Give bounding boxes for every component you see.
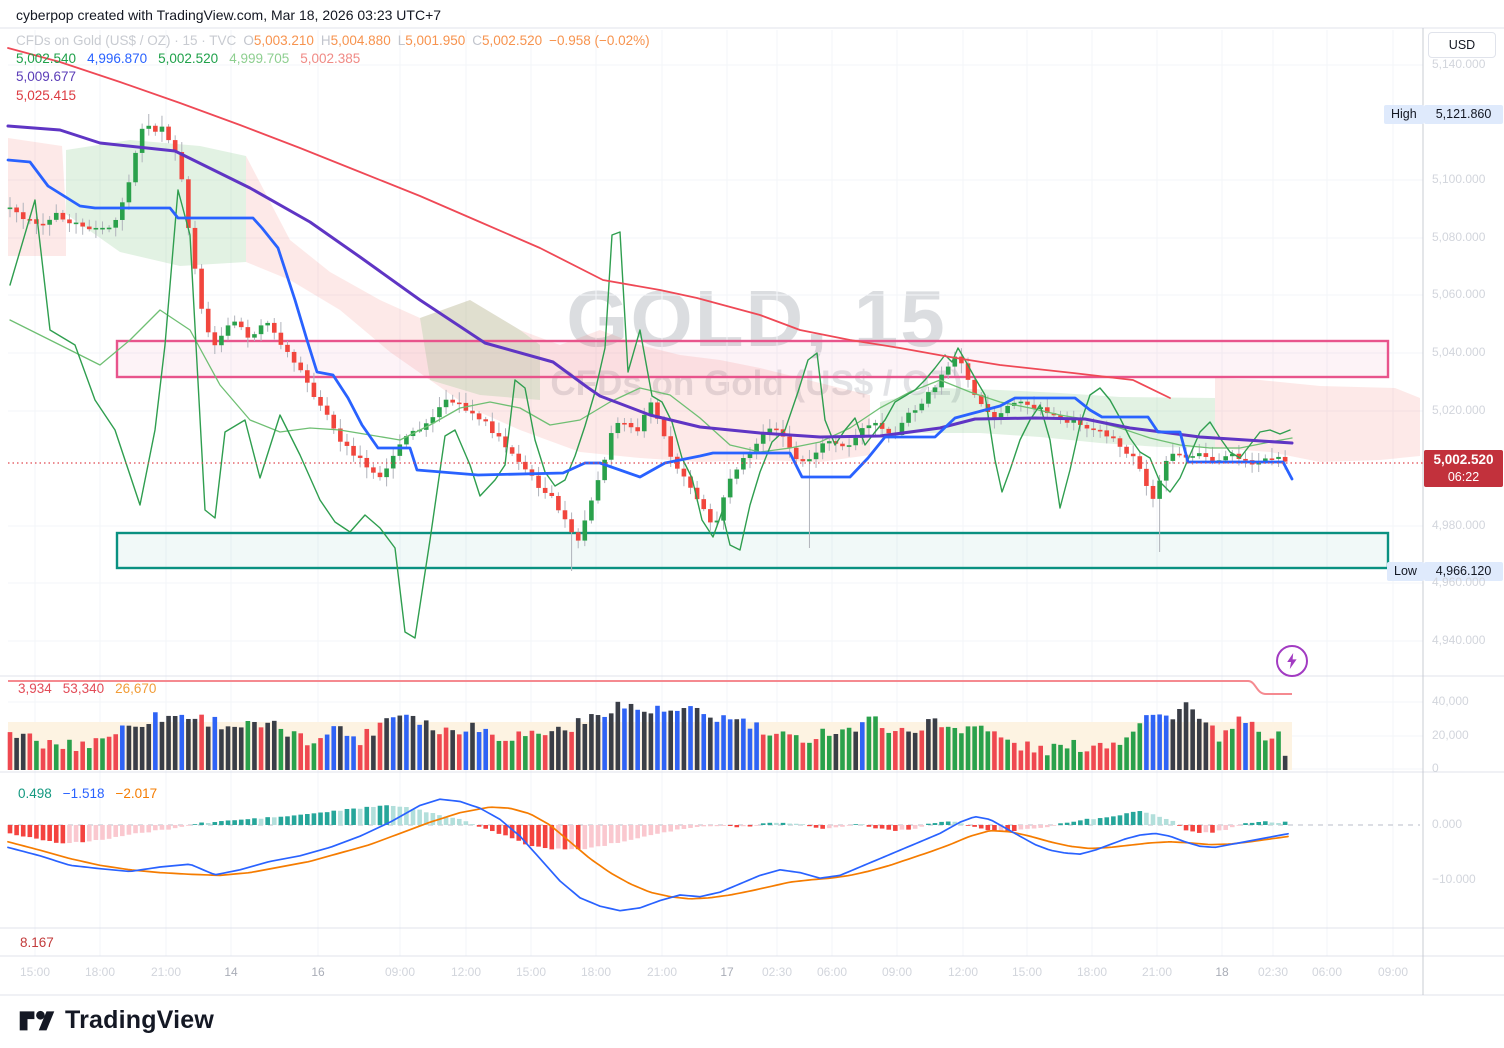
time-tick-label: 09:00 bbox=[881, 965, 913, 979]
volume-tick-label: 0 bbox=[1432, 761, 1439, 775]
attribution-text: cyberpop created with TradingView.com, M… bbox=[16, 7, 442, 23]
time-tick-label: 12:00 bbox=[947, 965, 979, 979]
currency-button[interactable]: USD bbox=[1428, 32, 1496, 58]
price-tick-label: 5,100.000 bbox=[1432, 172, 1486, 186]
high-label: H bbox=[320, 33, 331, 48]
ma-value: 4,996.870 bbox=[87, 51, 148, 66]
high-price-label: 5,121.860 bbox=[1424, 105, 1503, 124]
bar-countdown: 06:22 bbox=[1447, 470, 1480, 484]
time-tick-label: 21:00 bbox=[646, 965, 678, 979]
last-price-label: 5,002.520 06:22 bbox=[1424, 450, 1503, 487]
last-price-value: 5,002.520 bbox=[1433, 452, 1494, 467]
time-tick-label: 18 bbox=[1215, 965, 1229, 979]
high-value: 5,004.880 bbox=[330, 33, 391, 48]
tradingview-logo-icon bbox=[19, 1010, 55, 1031]
low-label: L bbox=[397, 33, 406, 48]
time-tick-label: 18:00 bbox=[580, 965, 612, 979]
time-tick-label: 12:00 bbox=[450, 965, 482, 979]
volume-tick-label: 20,000 bbox=[1432, 728, 1469, 742]
macd-legend[interactable]: 0.498 −1.518 −2.017 bbox=[18, 786, 168, 801]
instant-order-button[interactable] bbox=[1276, 645, 1308, 677]
open-value: 5,003.210 bbox=[253, 33, 314, 48]
low-price-label: 4,966.120 bbox=[1424, 562, 1503, 581]
time-tick-label: 18:00 bbox=[84, 965, 116, 979]
change-value: −0.958 (−0.02%) bbox=[549, 33, 650, 48]
price-tick-label: 5,040.000 bbox=[1432, 345, 1486, 359]
time-tick-label: 21:00 bbox=[1141, 965, 1173, 979]
time-tick-label: 17 bbox=[720, 965, 734, 979]
tradingview-logo[interactable]: TradingView bbox=[18, 1005, 214, 1035]
tradingview-wordmark: TradingView bbox=[65, 1005, 215, 1034]
price-tick-label: 5,020.000 bbox=[1432, 403, 1486, 417]
time-tick-label: 02:30 bbox=[1257, 965, 1289, 979]
close-label: C bbox=[472, 33, 483, 48]
volume-value: 26,670 bbox=[115, 681, 157, 696]
symbol-legend-row[interactable]: CFDs on Gold (US$ / OZ) · 15 · TVC O5,003… bbox=[16, 33, 650, 48]
volume-value: 3,934 bbox=[18, 681, 52, 696]
ma-value: 5,002.520 bbox=[158, 51, 219, 66]
time-tick-label: 09:00 bbox=[384, 965, 416, 979]
time-tick-label: 18:00 bbox=[1076, 965, 1108, 979]
price-tick-label: 4,960.000 bbox=[1432, 575, 1486, 589]
price-tick-label: 5,060.000 bbox=[1432, 287, 1486, 301]
time-tick-label: 16 bbox=[311, 965, 325, 979]
time-tick-label: 09:00 bbox=[1377, 965, 1409, 979]
volume-tick-label: 40,000 bbox=[1432, 694, 1469, 708]
macd-value: −1.518 bbox=[62, 786, 105, 801]
purple-indicator-value[interactable]: 5,009.677 bbox=[16, 69, 77, 84]
ma-value: 5,002.385 bbox=[300, 51, 361, 66]
high-tag: High bbox=[1384, 105, 1424, 124]
symbol-title[interactable]: CFDs on Gold (US$ / OZ) · 15 · TVC bbox=[16, 33, 237, 48]
price-tick-label: 4,940.000 bbox=[1432, 633, 1486, 647]
low-value: 5,001.950 bbox=[405, 33, 466, 48]
volume-value: 53,340 bbox=[62, 681, 105, 696]
macd-tick-label: −10.000 bbox=[1432, 872, 1476, 886]
price-tick-label: 5,140.000 bbox=[1432, 57, 1486, 71]
price-tick-label: 4,980.000 bbox=[1432, 518, 1486, 532]
red-indicator-value[interactable]: 5,025.415 bbox=[16, 88, 77, 103]
price-tick-label: 5,080.000 bbox=[1432, 230, 1486, 244]
volume-legend[interactable]: 3,934 53,340 26,670 bbox=[18, 681, 167, 696]
ma-values-row[interactable]: 5,002.540 4,996.870 5,002.520 4,999.705 5,00… bbox=[16, 51, 371, 66]
macd-tick-label: 0.000 bbox=[1432, 817, 1463, 831]
time-tick-label: 15:00 bbox=[515, 965, 547, 979]
ma-value: 5,002.540 bbox=[16, 51, 77, 66]
time-tick-label: 15:00 bbox=[1011, 965, 1043, 979]
time-tick-label: 06:00 bbox=[1311, 965, 1343, 979]
bottom-pane-value[interactable]: 8.167 bbox=[20, 935, 54, 950]
time-tick-label: 14 bbox=[224, 965, 238, 979]
open-label: O bbox=[243, 33, 254, 48]
low-tag: Low bbox=[1387, 562, 1424, 581]
time-tick-label: 15:00 bbox=[19, 965, 51, 979]
time-tick-label: 21:00 bbox=[150, 965, 182, 979]
time-tick-label: 02:30 bbox=[761, 965, 793, 979]
macd-value: 0.498 bbox=[18, 786, 52, 801]
time-tick-label: 06:00 bbox=[816, 965, 848, 979]
macd-value: −2.017 bbox=[115, 786, 158, 801]
ma-value: 4,999.705 bbox=[229, 51, 290, 66]
lightning-icon bbox=[1287, 653, 1297, 669]
close-value: 5,002.520 bbox=[482, 33, 543, 48]
